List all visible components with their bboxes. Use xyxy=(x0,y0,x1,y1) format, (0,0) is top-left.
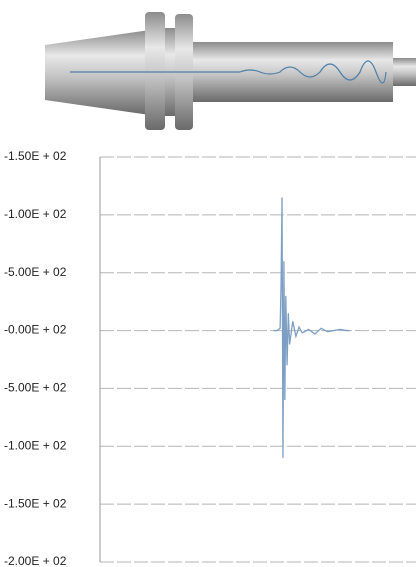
tool-holder-illustration xyxy=(45,12,416,130)
y-tick-label: -0.00E + 02 xyxy=(4,323,67,337)
y-tick-label: -5.00E + 02 xyxy=(4,265,67,279)
y-tick-label: -5.00E + 02 xyxy=(4,381,67,395)
y-tick-label: -2.00E + 02 xyxy=(4,554,67,567)
y-tick-label: -1.00E + 02 xyxy=(4,207,67,221)
y-tick-label: -1.00E + 02 xyxy=(4,438,67,452)
y-tick-label: -1.50E + 02 xyxy=(4,149,67,163)
y-tick-label: -1.50E + 02 xyxy=(4,496,67,510)
signal-line xyxy=(273,197,350,458)
